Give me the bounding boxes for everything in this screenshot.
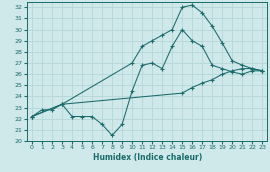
X-axis label: Humidex (Indice chaleur): Humidex (Indice chaleur) xyxy=(93,153,202,162)
